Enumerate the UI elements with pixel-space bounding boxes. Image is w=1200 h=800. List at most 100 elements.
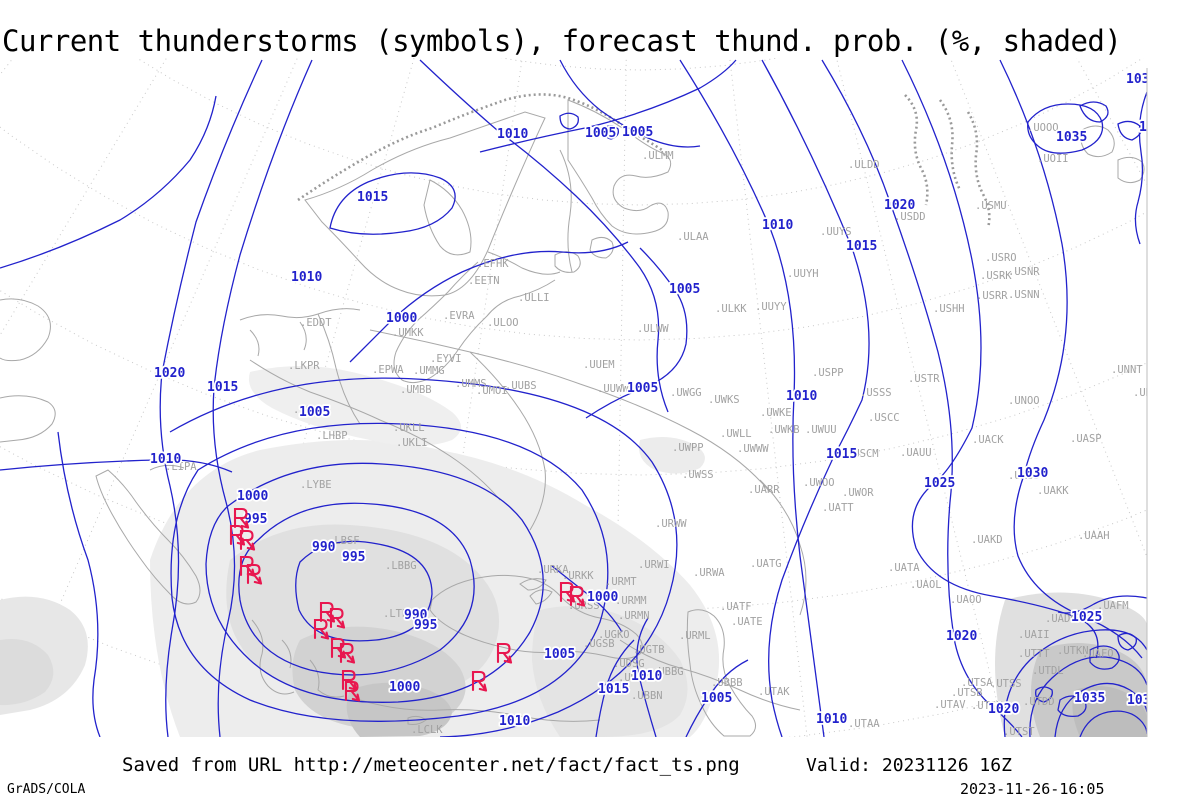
isobar-line <box>603 125 619 140</box>
isobar-line <box>349 241 629 363</box>
isobar-label: 1005 <box>299 405 330 420</box>
isobar-label: 1025 <box>924 476 955 491</box>
station-label: .UARR <box>748 484 780 496</box>
isobar-label: 1020 <box>988 702 1019 717</box>
station-label: .UGTB <box>633 644 665 656</box>
isobar-line <box>559 59 701 148</box>
coastline <box>281 639 345 698</box>
isobar-line <box>1057 695 1087 718</box>
station-label: .UTKN <box>1057 645 1089 657</box>
station-label: .ULAA <box>677 231 709 243</box>
isobar-label: 1035 <box>1056 130 1087 145</box>
station-label: .LBSF <box>328 535 360 547</box>
shaded-area <box>248 366 461 446</box>
meridian-line <box>0 58 168 337</box>
station-label: .ULDD <box>848 159 880 171</box>
coastline <box>519 578 547 591</box>
station-label: .UDYZ <box>618 672 650 684</box>
isobar-label: 995 <box>244 512 267 527</box>
coastline <box>904 94 929 206</box>
isobar-line <box>1134 91 1147 245</box>
station-label: .USCC <box>868 412 900 424</box>
station-label: .URKA <box>537 564 569 576</box>
isobar-label: 1005 <box>701 691 732 706</box>
coastline <box>589 236 614 259</box>
meridian-line <box>17 58 298 701</box>
isobar-label: 995 <box>414 618 437 633</box>
isobar-line <box>636 617 657 737</box>
station-label: .URWA <box>693 567 725 579</box>
station-label: .UNNT <box>1111 364 1143 376</box>
isobar-line <box>0 95 217 269</box>
station-label: .UAOL <box>910 579 942 591</box>
thunderstorm-icon <box>344 680 361 702</box>
isobar-line <box>479 59 737 153</box>
isobar-label: 1020 <box>884 198 915 213</box>
isobar-label: 1000 <box>237 489 268 504</box>
station-label: .UUEM <box>583 359 615 371</box>
isobar-label: 10 <box>1139 120 1155 135</box>
isobar-label: 1020 <box>154 366 185 381</box>
station-label: .UUYS <box>820 226 852 238</box>
isobar-line <box>1117 120 1142 141</box>
isobar-label: 1035 <box>1074 691 1105 706</box>
isobar-label: 990 <box>312 540 336 555</box>
station-label: .EDDT <box>300 317 332 329</box>
coastline <box>554 251 581 273</box>
isobar-line <box>999 59 1143 659</box>
station-label: .UWOR <box>842 487 874 499</box>
isobar-label: 1010 <box>150 452 181 467</box>
thunderstorm-symbols <box>229 507 586 702</box>
coastline <box>1117 156 1145 184</box>
station-label: .USSS <box>860 387 892 399</box>
thunderstorm-icon <box>313 618 330 640</box>
station-label: .UUYY <box>755 301 787 313</box>
thunderstorm-icon <box>339 642 356 664</box>
station-label: .UOOO <box>1027 122 1059 134</box>
coastline <box>251 619 295 695</box>
thunderstorm-icon <box>246 563 263 585</box>
isobar-label: 1010 <box>631 669 662 684</box>
station-label: .EETN <box>468 275 500 287</box>
isobar-line <box>159 59 263 737</box>
isobar-line <box>212 59 313 737</box>
coastline <box>149 464 185 471</box>
station-label: .UTAV <box>934 699 966 711</box>
station-label: .UAFM <box>1097 600 1129 612</box>
station-label: .EVRA <box>443 310 475 322</box>
station-label: .UGSB <box>583 638 615 650</box>
station-label: .UNBB <box>1133 387 1165 399</box>
coastline <box>529 589 553 605</box>
station-label: .EFHK <box>477 258 509 270</box>
station-label: .UTTT <box>1018 648 1050 660</box>
station-label: .UWOO <box>803 477 835 489</box>
station-label: .UTSS <box>990 678 1022 690</box>
station-label: .UUWW <box>597 383 629 395</box>
grads-credit: GrADS/COLA <box>7 782 86 797</box>
coastlines <box>0 99 1145 737</box>
station-label: .ULLI <box>518 292 550 304</box>
thunderstorm-icon <box>496 642 513 664</box>
coastline <box>559 149 573 273</box>
thunderstorm-icon <box>239 555 256 577</box>
coastline <box>369 329 771 493</box>
meridian-line <box>1189 0 1200 392</box>
station-label: .UTSB <box>951 687 983 699</box>
isobar-label: 1005 <box>585 126 616 141</box>
page-title: Current thunderstorms (symbols), forecas… <box>2 24 1122 58</box>
station-label: .USCM <box>847 448 879 460</box>
coastline <box>407 715 427 725</box>
station-label: .UASS <box>1008 470 1040 482</box>
coastline <box>686 609 756 737</box>
station-label: .ULKK <box>715 303 747 315</box>
isobar-line <box>559 112 579 130</box>
coastline <box>0 298 51 362</box>
thunderstorm-icon <box>569 585 586 607</box>
coastline <box>249 321 307 357</box>
station-label: .UAOO <box>950 594 982 606</box>
isobar-label: 1015 <box>826 447 857 462</box>
isobar-line <box>685 659 749 737</box>
isobar-line <box>295 540 433 642</box>
isobar-label: 1015 <box>598 682 629 697</box>
station-label: .UMBB <box>400 384 432 396</box>
